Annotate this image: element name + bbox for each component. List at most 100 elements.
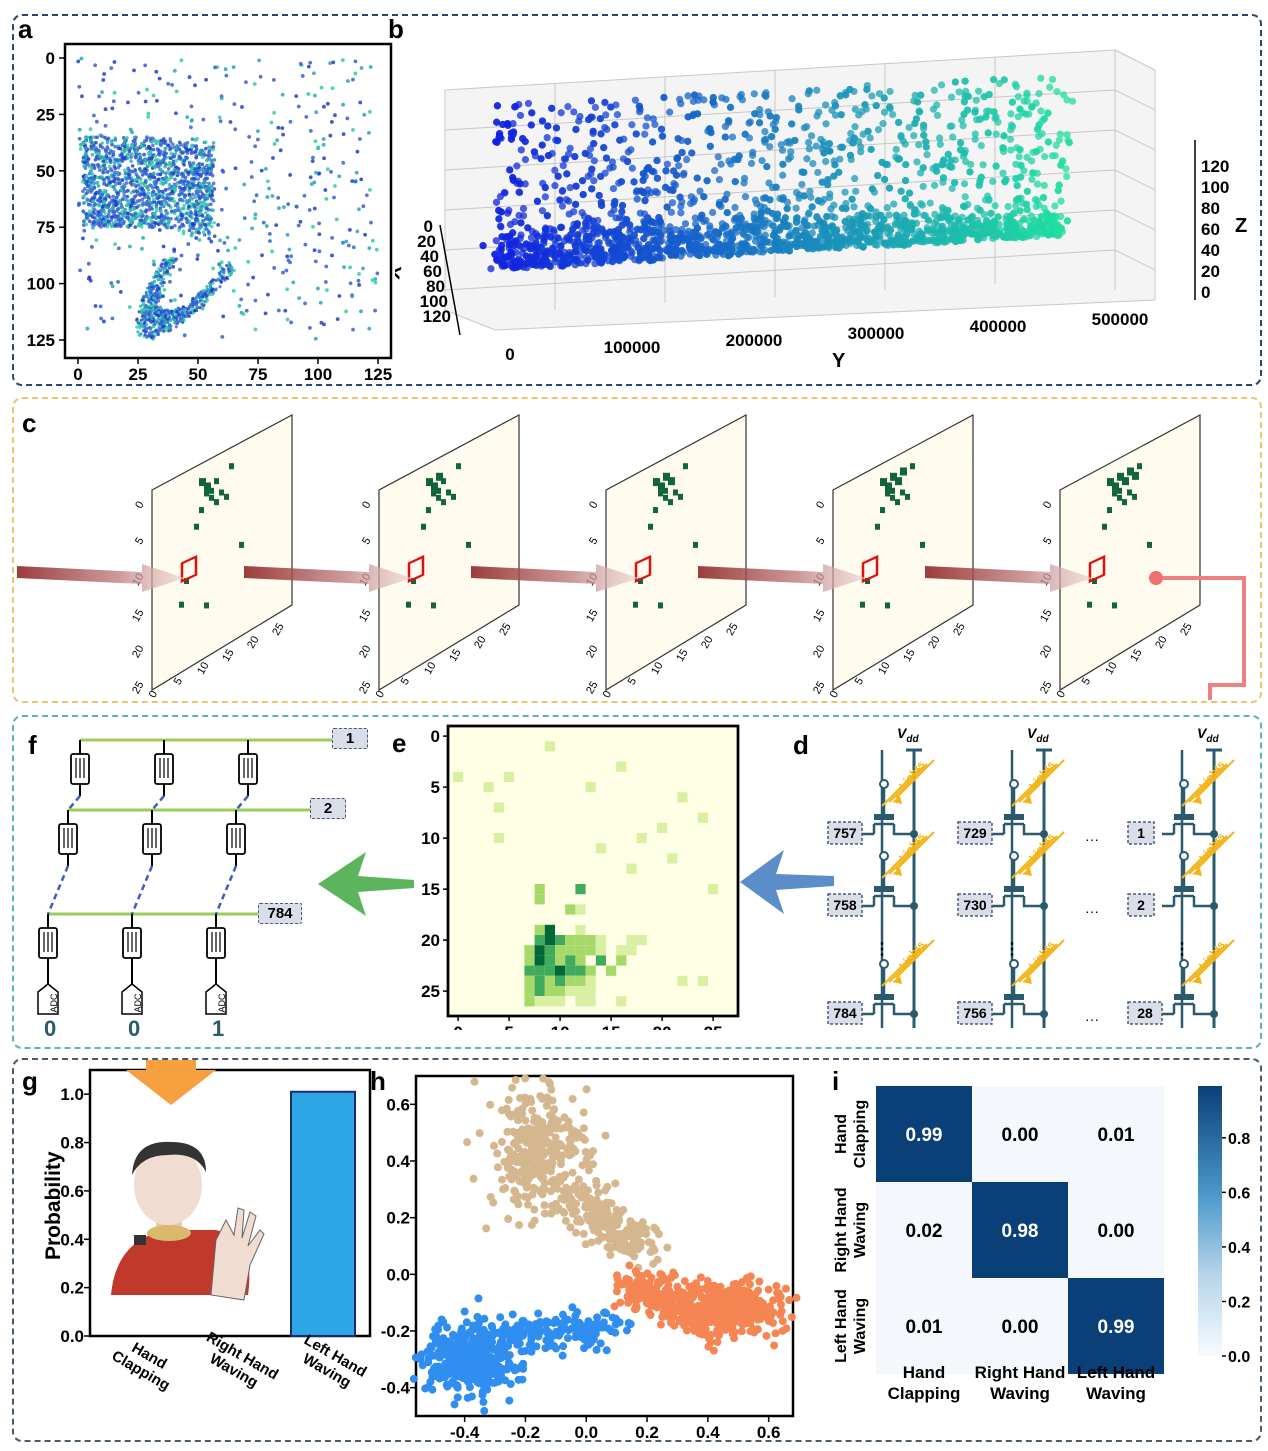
a-point [209,168,214,172]
b-point [651,120,659,129]
a-point [189,210,193,215]
b-point [769,222,777,230]
a-point [148,146,153,151]
a-point [173,257,178,261]
b-point [759,248,767,256]
a-point [180,192,184,196]
b-point [667,208,675,216]
a-point [179,213,183,218]
b-point [757,209,765,217]
b-point [587,97,596,105]
a-point [146,187,151,192]
b-point [1012,202,1020,210]
a-point [253,298,258,303]
a-point [193,309,197,313]
a-point [102,219,107,224]
a-ytick: 50 [36,162,55,181]
a-point [194,144,199,148]
b-point [725,117,733,125]
a-point [231,65,236,70]
a-point [185,218,190,222]
a-point [281,132,285,137]
a-point [351,77,355,82]
a-point [160,309,164,313]
a-point [83,135,88,140]
b-point [610,243,618,251]
a-point [194,236,199,240]
b-point [496,193,504,201]
b-point [891,220,900,228]
a-point [204,210,208,215]
a-point [82,219,86,223]
a-point [144,330,148,334]
a-point [206,229,211,234]
b-point [721,195,729,203]
a-point [122,211,127,215]
b-point [930,181,939,189]
a-point [121,142,126,146]
a-point [200,195,204,199]
a-point [118,153,122,158]
b-point [1000,132,1008,140]
a-point [200,302,204,306]
a-point [188,163,193,167]
a-point [275,138,279,143]
a-point [205,163,209,168]
panel-c-frame [12,397,1262,703]
a-point [154,181,159,185]
a-point [139,169,144,174]
b-point [618,208,626,216]
b-point [521,180,529,188]
a-point [233,246,238,250]
b-point [832,238,840,246]
b-point [532,239,540,247]
b-point [706,142,714,150]
b-point [673,246,681,254]
b-point [1023,153,1031,162]
a-point [264,224,269,228]
b-point [639,188,648,197]
a-point [160,189,165,194]
a-point [78,268,83,273]
a-point [263,311,268,316]
b-point [1035,132,1043,140]
a-point [154,158,158,162]
a-point [165,170,170,174]
b-point [1063,131,1071,139]
a-point [346,243,351,248]
panel-def-frame [12,715,1262,1049]
a-point [253,216,258,221]
b-point [897,133,905,141]
b-point [1007,146,1015,154]
a-point [210,145,214,150]
a-point [264,166,268,171]
b-point [709,208,717,217]
a-point [114,219,118,223]
a-point [156,177,161,182]
b-point [911,119,919,128]
a-point [286,202,291,207]
b-point [509,128,518,136]
b-point [939,174,948,182]
a-point [156,310,161,315]
b-point [585,115,593,124]
b-point [747,159,756,168]
a-point [97,94,102,99]
b-point [1039,194,1048,202]
a-point [158,193,162,198]
b-point [737,224,746,232]
a-point [144,322,149,327]
a-point [194,156,198,160]
b-point [868,185,876,193]
a-point [96,163,100,168]
b-point [758,241,766,250]
a-point [194,199,199,203]
a-point [142,143,147,148]
a-point [191,226,196,231]
a-point [119,187,124,192]
b-point [778,146,787,154]
b-point [990,108,998,116]
a-point [271,77,276,82]
a-point [316,171,321,176]
a-point [154,274,159,278]
